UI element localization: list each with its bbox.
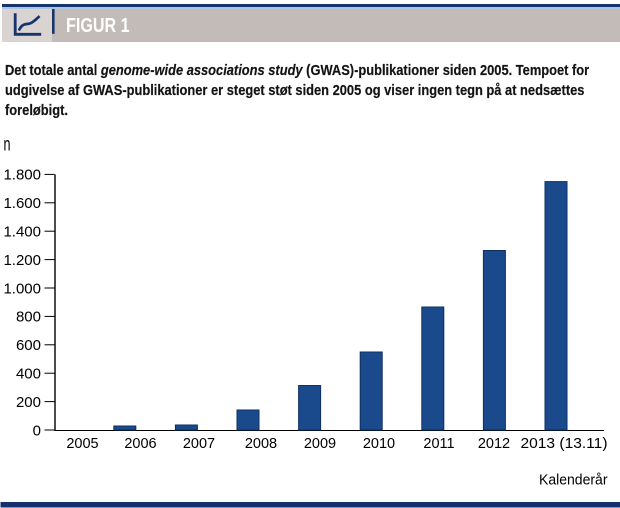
svg-text:600: 600 (16, 337, 41, 354)
svg-text:1.400: 1.400 (3, 224, 41, 241)
svg-text:400: 400 (16, 366, 41, 383)
svg-text:1.800: 1.800 (3, 167, 41, 184)
svg-text:800: 800 (16, 309, 41, 326)
svg-text:Kalenderår: Kalenderår (539, 473, 608, 489)
svg-text:200: 200 (16, 394, 41, 411)
svg-text:2010: 2010 (363, 436, 395, 452)
svg-text:2009: 2009 (304, 436, 336, 452)
svg-text:1.200: 1.200 (3, 252, 41, 269)
svg-text:2005: 2005 (66, 436, 98, 452)
svg-text:1.000: 1.000 (3, 280, 41, 297)
svg-text:2008: 2008 (245, 436, 277, 452)
svg-text:2007: 2007 (183, 436, 215, 452)
svg-text:n: n (4, 134, 11, 156)
svg-text:2012: 2012 (478, 436, 510, 452)
svg-text:2013 (13.11): 2013 (13.11) (521, 436, 608, 452)
svg-text:0: 0 (33, 422, 41, 439)
svg-text:2006: 2006 (124, 436, 156, 452)
svg-text:1.600: 1.600 (3, 195, 41, 212)
svg-text:2011: 2011 (423, 436, 454, 452)
